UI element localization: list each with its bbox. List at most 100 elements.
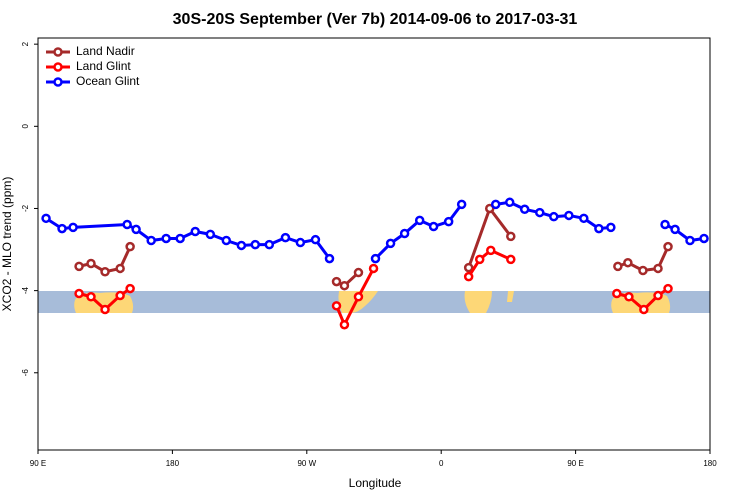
x-tick-label: 90 W — [297, 459, 316, 468]
y-tick-label: -2 — [21, 204, 30, 212]
point — [639, 304, 649, 315]
point — [161, 233, 171, 244]
point — [663, 283, 673, 294]
point — [310, 234, 321, 245]
point — [594, 223, 604, 234]
point — [653, 290, 663, 301]
legend-marker — [53, 47, 63, 57]
point — [41, 213, 51, 224]
point — [339, 280, 350, 291]
point — [549, 211, 559, 222]
land — [464, 291, 492, 313]
legend-label: Land Nadir — [76, 44, 135, 58]
point — [456, 199, 467, 210]
point — [506, 231, 516, 242]
point — [385, 238, 396, 249]
point — [399, 228, 410, 239]
chart-title: 30S-20S September (Ver 7b) 2014-09-06 to… — [173, 11, 578, 28]
point — [353, 267, 364, 278]
point — [428, 221, 439, 232]
point — [463, 271, 474, 282]
x-tick-label: 0 — [439, 459, 444, 468]
point — [131, 224, 141, 235]
point — [86, 258, 96, 269]
point — [490, 199, 501, 210]
point — [370, 253, 381, 264]
point — [504, 197, 515, 208]
point — [74, 288, 84, 299]
point — [670, 224, 680, 235]
point — [564, 210, 574, 221]
y-tick-label: 0 — [21, 124, 30, 129]
legend-marker — [53, 62, 63, 72]
point — [295, 237, 306, 248]
point — [68, 222, 78, 233]
point — [484, 203, 495, 214]
point — [353, 292, 364, 302]
point — [663, 241, 673, 252]
land — [338, 291, 378, 313]
point — [368, 263, 379, 274]
point — [474, 254, 485, 265]
point — [660, 219, 670, 230]
land — [507, 291, 514, 302]
map-background — [38, 291, 710, 313]
point — [535, 207, 545, 218]
point — [463, 262, 474, 273]
point — [653, 263, 663, 274]
point — [339, 319, 350, 330]
point — [579, 213, 589, 224]
point — [264, 239, 275, 250]
point — [115, 290, 125, 301]
point — [414, 215, 425, 226]
point — [443, 216, 454, 227]
x-tick-label: 180 — [166, 459, 180, 468]
point — [331, 276, 342, 287]
y-tick-label: -4 — [21, 287, 30, 295]
y-axis-label: XCO2 - MLO trend (ppm) — [0, 177, 14, 312]
point — [506, 254, 516, 265]
point — [331, 301, 342, 311]
y-tick-label: -6 — [21, 369, 30, 377]
point — [100, 304, 110, 315]
point — [221, 235, 232, 246]
series-line — [45, 200, 705, 260]
point — [612, 288, 622, 299]
x-tick-label: 90 E — [567, 459, 583, 468]
y-tick-label: 2 — [21, 41, 30, 46]
point — [699, 233, 709, 244]
x-tick-label: 90 E — [30, 459, 46, 468]
x-tick-label: 180 — [703, 459, 717, 468]
ocean-band — [38, 291, 710, 313]
point — [86, 292, 96, 302]
point — [190, 226, 200, 237]
legend-marker — [53, 77, 63, 87]
point — [125, 241, 135, 252]
plot-frame — [37, 37, 711, 451]
legend-label: Ocean Glint — [76, 74, 140, 88]
point — [624, 292, 634, 302]
legend-label: Land Glint — [76, 59, 131, 73]
point — [74, 261, 84, 272]
point — [685, 235, 695, 246]
point — [623, 257, 633, 268]
point — [125, 283, 135, 294]
point — [519, 204, 530, 215]
point — [122, 219, 132, 230]
point — [236, 240, 247, 251]
point — [638, 265, 648, 276]
point — [280, 232, 291, 243]
point — [250, 239, 261, 250]
point — [324, 253, 335, 264]
point — [606, 222, 616, 233]
point — [175, 233, 185, 244]
point — [205, 229, 216, 240]
point — [486, 245, 496, 256]
point — [100, 266, 110, 277]
point — [57, 223, 67, 234]
point — [146, 235, 156, 246]
point — [613, 261, 623, 272]
point — [115, 263, 125, 274]
x-axis-label: Longitude — [349, 476, 402, 490]
